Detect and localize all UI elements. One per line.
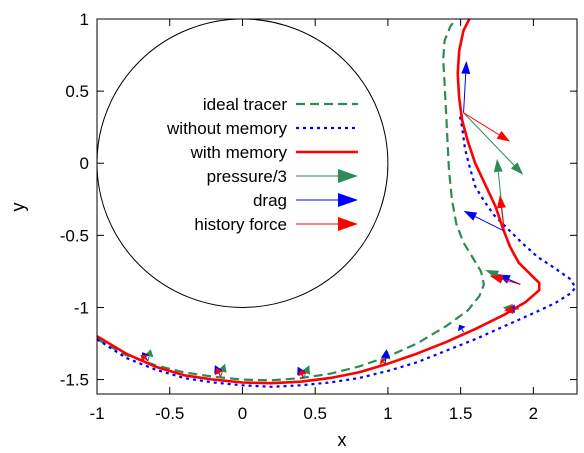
x-tick-label: 0.5 <box>303 404 327 423</box>
legend-arrow-swatch <box>296 193 358 207</box>
x-tick-label: -1 <box>89 404 104 423</box>
y-tick-label: -0.5 <box>60 226 89 245</box>
force-arrow-history-force-11 <box>380 358 387 366</box>
legend-entry: history force <box>194 215 358 234</box>
x-tick-label: 1 <box>383 404 392 423</box>
x-tick-label: 0 <box>238 404 247 423</box>
series-line-with-memory <box>97 19 541 385</box>
y-tick-label: 1 <box>80 10 89 29</box>
y-tick-label: -1.5 <box>60 371 89 390</box>
x-tick-label: 1.5 <box>449 404 473 423</box>
x-tick-label: 2 <box>529 404 538 423</box>
legend-entry: ideal tracer <box>203 95 358 114</box>
legend-entry: pressure/3 <box>207 167 358 186</box>
force-arrow-history-force-2 <box>140 354 149 363</box>
force-arrow-history-force-24 <box>463 112 511 142</box>
force-arrow-history-force-8 <box>298 369 307 379</box>
legend-label: drag <box>253 191 287 210</box>
legend-label: without memory <box>166 119 287 138</box>
series-line-without-memory <box>97 112 577 388</box>
legend-entry: without memory <box>166 119 358 138</box>
y-tick-label: -1 <box>74 298 89 317</box>
y-tick-label: 0.5 <box>65 82 89 101</box>
force-arrow-pressure-3-22 <box>463 112 524 175</box>
x-axis-label: x <box>338 430 347 450</box>
legend-label: history force <box>194 215 287 234</box>
legend-entry: with memory <box>190 143 358 162</box>
force-arrow-drag-12 <box>457 324 466 333</box>
force-arrow-drag-20 <box>463 210 505 232</box>
legend-label: ideal tracer <box>203 95 287 114</box>
plot-frame <box>96 18 578 395</box>
force-arrow-history-force-18 <box>489 274 521 285</box>
force-arrow-history-force-15 <box>504 305 519 314</box>
legend-arrow-swatch <box>296 169 358 183</box>
force-arrow-drag-23 <box>461 60 471 113</box>
series-line-ideal-tracer <box>97 19 485 382</box>
obstacle-circle <box>97 19 389 308</box>
legend-arrow-swatch <box>296 217 358 231</box>
force-arrow-pressure-3-6 <box>301 365 310 379</box>
legend-entry: drag <box>253 191 358 210</box>
x-tick-label: -0.5 <box>155 404 184 423</box>
force-arrow-history-force-5 <box>214 368 223 377</box>
legend-label: pressure/3 <box>207 167 287 186</box>
y-tick-label: 0 <box>80 154 89 173</box>
y-axis-label: y <box>8 203 28 212</box>
force-arrow-history-force-21 <box>497 194 506 232</box>
legend-label: with memory <box>190 143 288 162</box>
